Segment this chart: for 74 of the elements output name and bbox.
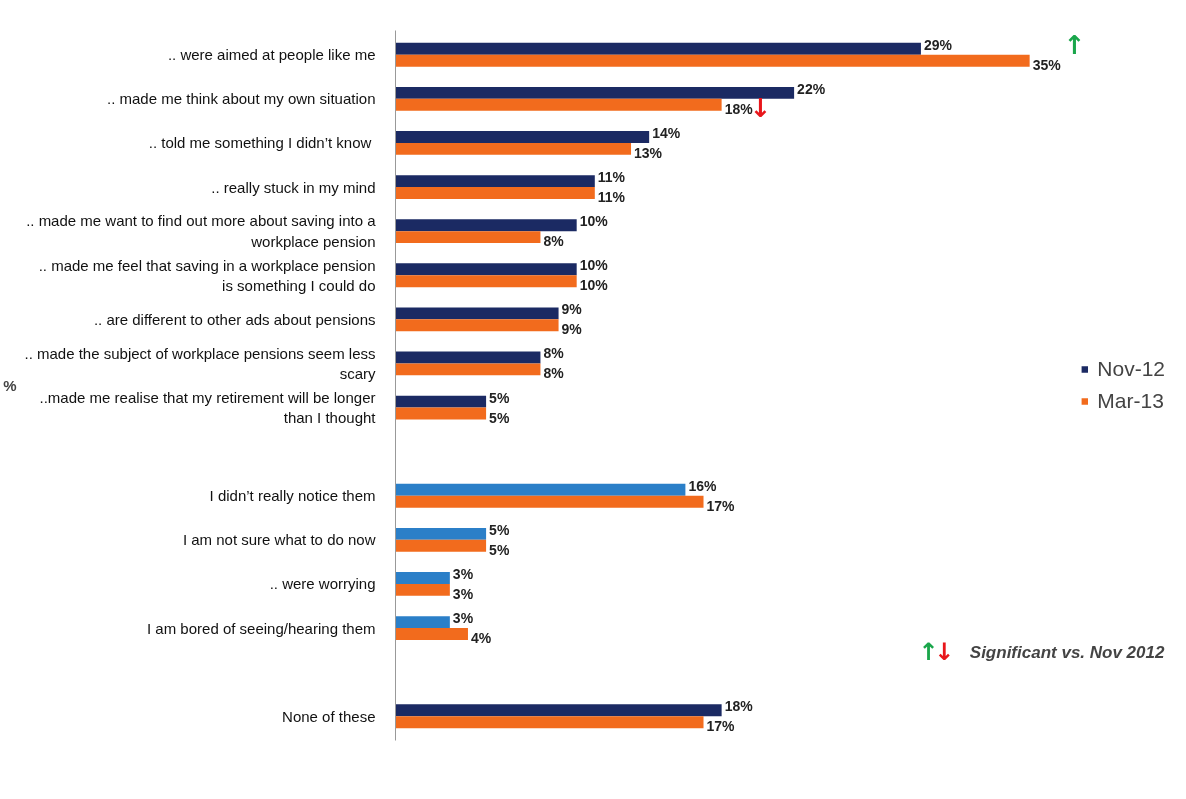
bar — [395, 351, 541, 364]
y-tick-label: .. made the subject of workplace pensions seem less scary — [24, 344, 376, 383]
data-label: 10% — [579, 257, 609, 274]
data-label: 8% — [543, 365, 565, 382]
data-label: 5% — [489, 541, 510, 558]
bar — [395, 628, 468, 640]
data-label: 9% — [561, 321, 583, 338]
bar — [395, 319, 559, 332]
y-tick-label: .. made me feel that saving in a workplace pension is something I could do — [38, 256, 376, 294]
data-label: 29% — [923, 36, 953, 53]
bar — [395, 363, 541, 376]
data-label: 17% — [706, 718, 736, 735]
y-tick-label: .. told me something I didn’t know — [148, 134, 372, 152]
y-tick-label: .. really stuck in my mind — [211, 178, 376, 196]
bar — [395, 483, 686, 496]
bar — [395, 704, 722, 717]
bar — [395, 142, 632, 155]
bar — [395, 495, 704, 508]
y-axis-title: % — [3, 377, 17, 394]
bar — [395, 583, 450, 596]
y-tick-label: .. are different to other ads about pensions — [93, 310, 376, 328]
data-label: 18% — [724, 698, 754, 715]
bar — [395, 716, 704, 729]
annotation: Significant vs. Nov 2012 — [969, 642, 1165, 662]
bar — [395, 175, 595, 188]
y-tick-label: .. made me want to find out more about saving into a workplace pension — [26, 212, 377, 250]
data-label: 35% — [1032, 56, 1062, 73]
bar — [395, 275, 577, 288]
data-label: 9% — [561, 301, 583, 318]
bar — [395, 263, 577, 276]
bar — [395, 98, 722, 111]
data-label: 3% — [452, 610, 474, 627]
data-label: 11% — [597, 189, 626, 206]
bar — [395, 42, 921, 55]
bar — [395, 572, 450, 584]
data-label: 3% — [452, 565, 474, 582]
data-label: 22% — [797, 80, 826, 97]
legend-label: Nov-12 — [1097, 357, 1165, 381]
y-tick-label: I am bored of seeing/hearing them — [147, 619, 376, 637]
data-label: 3% — [452, 585, 474, 602]
data-label: 11% — [597, 169, 626, 186]
bar — [395, 395, 487, 408]
y-tick-label: None of these — [282, 707, 376, 725]
data-label: 10% — [579, 213, 609, 230]
y-tick-label: I am not sure what to do now — [182, 531, 376, 549]
data-label: 5% — [489, 389, 510, 406]
bar — [395, 616, 450, 629]
y-tick-label: .. were aimed at people like me — [167, 46, 376, 64]
data-label: 5% — [489, 521, 510, 538]
bar — [395, 131, 650, 143]
bar — [395, 86, 795, 99]
bar — [395, 231, 541, 244]
y-tick-label: .. were worrying — [269, 575, 376, 593]
data-label: 5% — [489, 409, 510, 426]
y-tick-label: ..made me realise that my retirement will be longer than I thought — [39, 388, 377, 427]
legend-label: Mar-13 — [1097, 389, 1164, 413]
y-tick-label: I didn’t really notice them — [209, 487, 376, 505]
data-label: 10% — [579, 277, 609, 294]
bar — [395, 187, 595, 199]
data-label: 16% — [688, 477, 717, 494]
data-label: 14% — [652, 125, 681, 141]
y-tick-label: .. made me think about my own situation — [107, 90, 376, 108]
annotation: ↑ — [1063, 30, 1086, 61]
data-label: 17% — [706, 497, 736, 514]
bar — [395, 307, 559, 320]
bar — [395, 407, 487, 420]
data-label: 8% — [543, 345, 565, 362]
bar — [395, 539, 487, 552]
bar — [395, 54, 1030, 67]
bar — [395, 219, 577, 232]
data-label: 13% — [634, 144, 663, 161]
data-label: 8% — [543, 233, 565, 250]
bar — [395, 527, 487, 540]
data-label: 4% — [470, 630, 492, 646]
